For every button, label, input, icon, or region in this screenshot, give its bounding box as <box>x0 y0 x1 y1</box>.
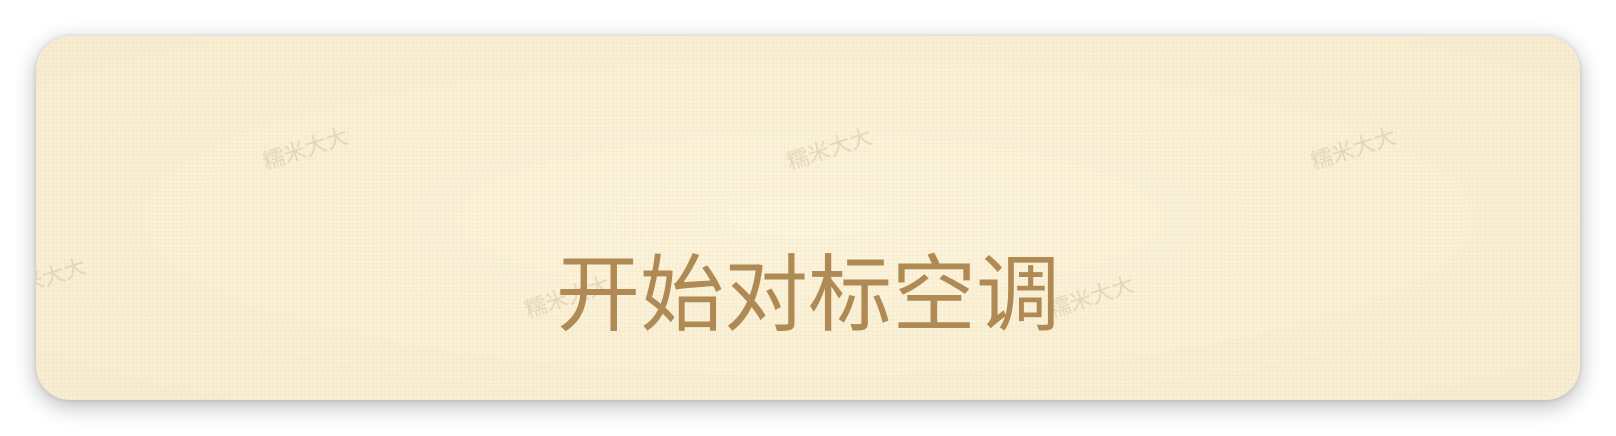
button-label: 开始对标空调 <box>555 246 1060 344</box>
watermark: 糯米大大 <box>259 124 352 176</box>
watermark: 糯米大大 <box>783 124 876 176</box>
start-benchmark-ac-button[interactable]: 糯米大大 糯米大大 糯米大大 糯米大大 糯米大大 糯米大大 开始对标空调 <box>36 36 1580 400</box>
watermark: 糯米大大 <box>1307 124 1400 176</box>
